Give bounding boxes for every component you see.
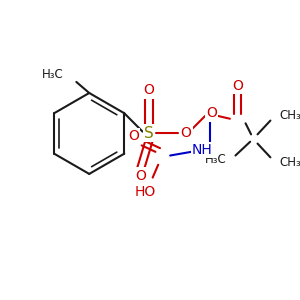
Text: H₃C: H₃C bbox=[42, 68, 64, 81]
Text: NH: NH bbox=[192, 143, 213, 157]
Text: HO: HO bbox=[135, 185, 156, 199]
Text: CH₃: CH₃ bbox=[280, 156, 300, 170]
Text: O: O bbox=[232, 79, 243, 93]
Text: CH₃: CH₃ bbox=[280, 109, 300, 122]
Text: O: O bbox=[135, 169, 146, 183]
Text: O: O bbox=[128, 129, 139, 143]
Text: O: O bbox=[144, 83, 154, 97]
Text: S: S bbox=[144, 126, 154, 141]
Text: H₃C: H₃C bbox=[205, 153, 226, 166]
Text: O: O bbox=[206, 106, 217, 120]
Text: O: O bbox=[180, 126, 191, 140]
